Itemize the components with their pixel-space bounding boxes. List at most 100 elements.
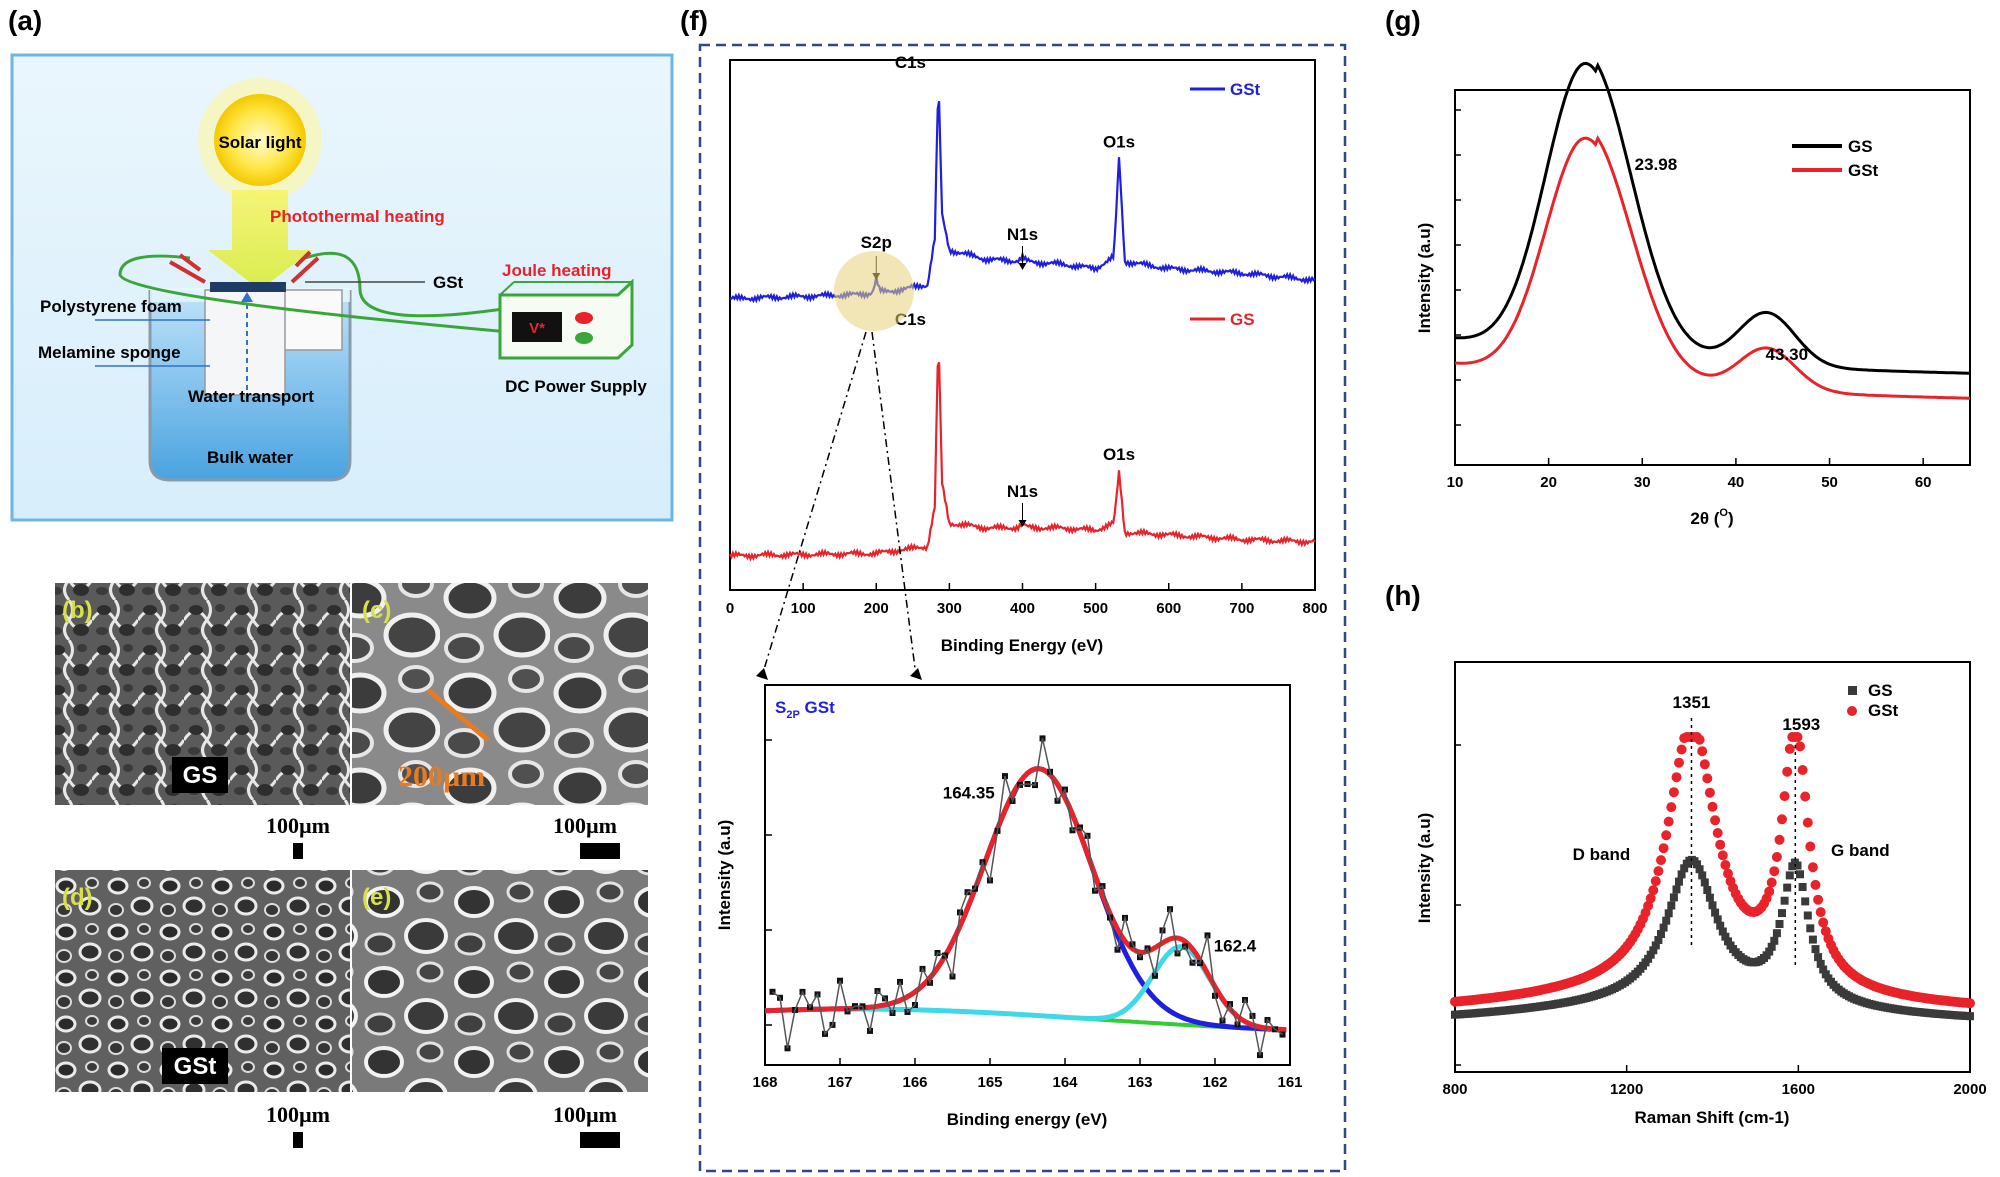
raman-point-gs [1651, 941, 1660, 950]
raman-point-gst [1813, 894, 1824, 905]
pore-size-label: 200µm [398, 760, 485, 793]
raman-point-gs [1778, 909, 1786, 918]
survey-peak-label: N1s [1007, 482, 1038, 501]
raman-point-gs [1644, 954, 1653, 963]
raman-legend-label-gs: GS [1868, 681, 1893, 700]
raman-axes-frame [1454, 661, 1971, 1073]
raman-point-gs [1966, 1012, 1974, 1021]
raman-point-gs [1675, 877, 1683, 886]
scale-bar-e [580, 1132, 620, 1148]
sun-icon [198, 78, 322, 202]
raman-point-gst [1779, 791, 1790, 802]
raman-point-gs [1703, 886, 1712, 894]
bulk-water-label: Bulk water [207, 448, 293, 467]
raman-point-gst [1707, 801, 1718, 812]
panel-label-g: (g) [1385, 5, 1421, 36]
dc-power-label: DC Power Supply [505, 377, 647, 396]
raman-point-gs [1770, 936, 1779, 945]
raman-point-gst [1702, 773, 1713, 784]
raman-point-gs [1700, 878, 1709, 887]
raman-point-gst [1663, 816, 1674, 827]
s2p-xtick-label: 164 [1052, 1074, 1078, 1091]
raman-point-gs [1705, 893, 1714, 902]
survey-peak-arrowhead [1018, 520, 1027, 527]
scale-bar-d [293, 1132, 303, 1148]
s2p-xtick-label: 165 [977, 1074, 1002, 1091]
raman-point-gst [1764, 886, 1775, 897]
raman-point-gst [1661, 830, 1672, 841]
raman-point-gs [1808, 935, 1817, 944]
water-transport-label: Water transport [188, 387, 314, 406]
raman-point-gst [1800, 791, 1811, 802]
s2p-ylabel: Intensity (a.u) [715, 820, 734, 931]
raman-legend-marker-gst [1847, 706, 1857, 716]
raman-point-gs [1721, 932, 1730, 941]
raman-point-gst [1782, 766, 1793, 777]
xrd-annotation-minor: 43.30 [1766, 345, 1809, 364]
survey-peak-label: N1s [1007, 225, 1038, 244]
raman-point-gst [1805, 841, 1816, 852]
raman-xtick-label: 1600 [1782, 1081, 1815, 1098]
scale-label-d: 100µm [266, 1102, 330, 1127]
melamine-sponge-block [204, 289, 286, 396]
raman-point-gst [1723, 868, 1733, 879]
s2p-annotation-main: 164.35 [943, 784, 995, 803]
raman-point-gs [1803, 911, 1812, 920]
survey-xlabel: Binding Energy (eV) [941, 636, 1103, 655]
raman-point-gs [1765, 947, 1774, 956]
polystyrene-label: Polystyrene foam [40, 297, 182, 316]
sem-gs-label: GS [183, 762, 218, 789]
pore-size-marker [426, 688, 490, 742]
scale-label-b: 100µm [266, 813, 330, 838]
survey-series-gst [730, 101, 1316, 304]
raman-point-gs [1654, 936, 1663, 944]
raman-point-gst [1715, 839, 1726, 850]
raman-point-gs [1672, 885, 1681, 894]
raman-point-gs [1785, 871, 1794, 880]
raman-point-gs [1646, 950, 1655, 959]
raman-point-gs [1693, 860, 1701, 869]
raman-point-gst [1802, 817, 1813, 828]
s2p-highlight-circle [834, 251, 914, 331]
raman-point-gs [1667, 901, 1676, 910]
xrd-xtick-label: 50 [1821, 474, 1838, 491]
raman-point-gs [1724, 937, 1732, 946]
gst-layer [210, 282, 286, 292]
raman-point-gst [1815, 907, 1826, 918]
raman-point-gst [1769, 866, 1780, 877]
clip-left-icon [169, 253, 206, 284]
survey-peak-label: O1s [1103, 445, 1135, 464]
scale-bar-c [580, 843, 620, 859]
gst-label: GSt [433, 273, 464, 292]
raman-point-gst [1792, 732, 1803, 742]
raman-point-gs [1711, 908, 1720, 917]
raman-point-gst [1671, 772, 1682, 783]
raman-point-gst [1668, 787, 1679, 798]
raman-point-gst [1658, 843, 1669, 854]
raman-point-gst [1699, 759, 1710, 770]
s2p-xtick-label: 166 [902, 1074, 927, 1091]
wire-left [118, 254, 601, 342]
raman-point-gs [1680, 864, 1689, 873]
s2p-xlabel: Binding energy (eV) [947, 1110, 1108, 1129]
raman-point-gst [1810, 879, 1821, 890]
scale-label-e: 100µm [553, 1102, 617, 1127]
s2p-raw-line [772, 738, 1283, 1056]
sem-images: (b) (c) (d) (e) GS GSt 200µm 100µm 100µm… [55, 583, 648, 1148]
raman-point-gs [1708, 901, 1717, 910]
s2p-envelope-line [764, 766, 1287, 1033]
light-beam-arrow [208, 190, 312, 290]
s2p-peak2-line [764, 944, 1287, 1033]
clip-right-icon [290, 250, 320, 284]
s2p-xtick-label: 168 [752, 1074, 777, 1091]
raman-point-gst [1818, 917, 1829, 928]
xps-survey-chart: 0 100 200 300 400 500 600 700 800 S2p C1s N1s O1s GSt… [726, 53, 1328, 655]
xrd-xtick-label: 20 [1540, 474, 1557, 491]
xrd-plot-area: 10 20 30 40 50 60 GS GSt 23.98 43.30 [1447, 61, 1970, 491]
raman-xlabel: Raman Shift (cm-1) [1635, 1108, 1790, 1127]
raman-point-gst [1797, 765, 1808, 775]
panel-label-a: (a) [8, 5, 42, 36]
survey-xtick-label: 700 [1229, 600, 1254, 617]
